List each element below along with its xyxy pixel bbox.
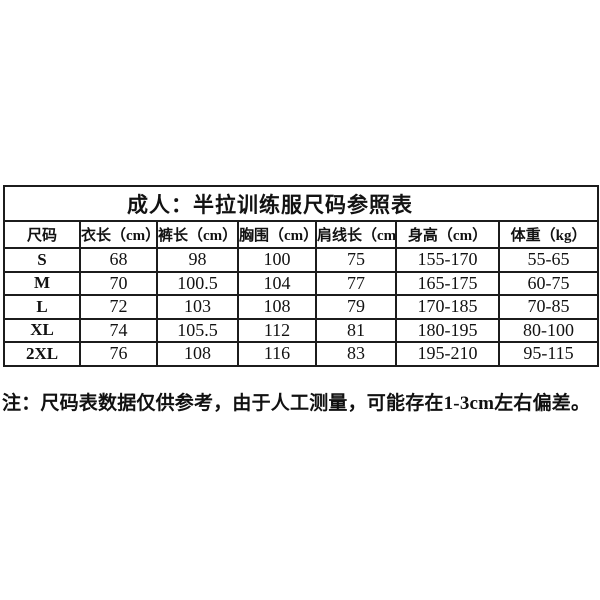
cell-size: XL — [3, 317, 81, 343]
cell-garment-length: 72 — [79, 294, 158, 320]
col-header-garment-length: 衣长（cm） — [79, 220, 158, 249]
cell-height: 155-170 — [395, 247, 500, 273]
cell-garment-length: 74 — [79, 317, 158, 343]
cell-chest: 112 — [237, 317, 317, 343]
cell-weight: 55-65 — [497, 247, 600, 273]
cell-pants-length: 103 — [156, 294, 239, 320]
size-table: 成人：半拉训练服尺码参照表 尺码 衣长（cm） 裤长（cm） 胸围（cm） 肩线… — [2, 185, 600, 367]
cell-pants-length: 100.5 — [156, 270, 239, 296]
cell-weight: 95-115 — [497, 341, 600, 367]
cell-pants-length: 105.5 — [156, 317, 239, 343]
cell-weight: 80-100 — [497, 317, 600, 343]
cell-chest: 100 — [237, 247, 317, 273]
cell-pants-length: 108 — [156, 341, 239, 367]
cell-size: M — [3, 270, 81, 296]
cell-shoulder-line: 81 — [315, 317, 397, 343]
cell-size: S — [3, 247, 81, 273]
table-row-xl: XL 74 105.5 112 81 180-195 80-100 — [3, 317, 600, 343]
cell-chest: 108 — [237, 294, 317, 320]
col-header-chest: 胸围（cm） — [237, 220, 317, 249]
cell-garment-length: 76 — [79, 341, 158, 367]
table-row-m: M 70 100.5 104 77 165-175 60-75 — [3, 270, 600, 296]
cell-shoulder-line: 77 — [315, 270, 397, 296]
table-title-row: 成人：半拉训练服尺码参照表 — [2, 185, 600, 222]
table-row-l: L 72 103 108 79 170-185 70-85 — [3, 294, 600, 320]
col-header-pants-length: 裤长（cm） — [156, 220, 239, 249]
cell-weight: 60-75 — [497, 270, 600, 296]
table-title: 成人：半拉训练服尺码参照表 — [2, 185, 600, 222]
col-header-shoulder-line: 肩线长（cm） — [315, 220, 397, 249]
cell-height: 165-175 — [395, 270, 500, 296]
cell-garment-length: 70 — [79, 270, 158, 296]
disclaimer-note: 注：尺码表数据仅供参考，由于人工测量，可能存在1-3cm左右偏差。 — [2, 393, 591, 414]
cell-size: L — [3, 294, 81, 320]
cell-shoulder-line: 79 — [315, 294, 397, 320]
table-row-2xl: 2XL 76 108 116 83 195-210 95-115 — [3, 341, 600, 367]
col-header-height: 身高（cm） — [395, 220, 500, 249]
cell-height: 195-210 — [395, 341, 500, 367]
cell-shoulder-line: 75 — [315, 247, 397, 273]
table-header-row: 尺码 衣长（cm） 裤长（cm） 胸围（cm） 肩线长（cm） 身高（cm） 体… — [3, 220, 600, 249]
table-row-s: S 68 98 100 75 155-170 55-65 — [3, 247, 600, 273]
cell-shoulder-line: 83 — [315, 341, 397, 367]
cell-weight: 70-85 — [497, 294, 600, 320]
cell-size: 2XL — [3, 341, 81, 367]
col-header-weight: 体重（kg） — [497, 220, 600, 249]
cell-chest: 104 — [237, 270, 317, 296]
cell-chest: 116 — [237, 341, 317, 367]
cell-pants-length: 98 — [156, 247, 239, 273]
col-header-size: 尺码 — [3, 220, 81, 249]
cell-height: 180-195 — [395, 317, 500, 343]
cell-height: 170-185 — [395, 294, 500, 320]
cell-garment-length: 68 — [79, 247, 158, 273]
